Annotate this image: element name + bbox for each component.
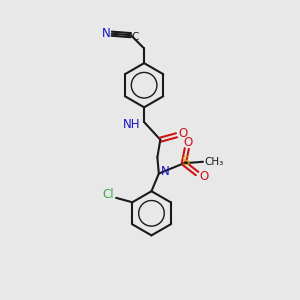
Text: O: O (184, 136, 193, 149)
Text: O: O (178, 127, 188, 140)
Text: N: N (102, 27, 111, 40)
Text: NH: NH (123, 118, 140, 131)
Text: CH₃: CH₃ (205, 157, 224, 167)
Text: S: S (181, 155, 190, 168)
Text: O: O (199, 170, 208, 183)
Text: N: N (161, 165, 170, 178)
Text: Cl: Cl (102, 188, 114, 201)
Text: C: C (132, 32, 139, 42)
